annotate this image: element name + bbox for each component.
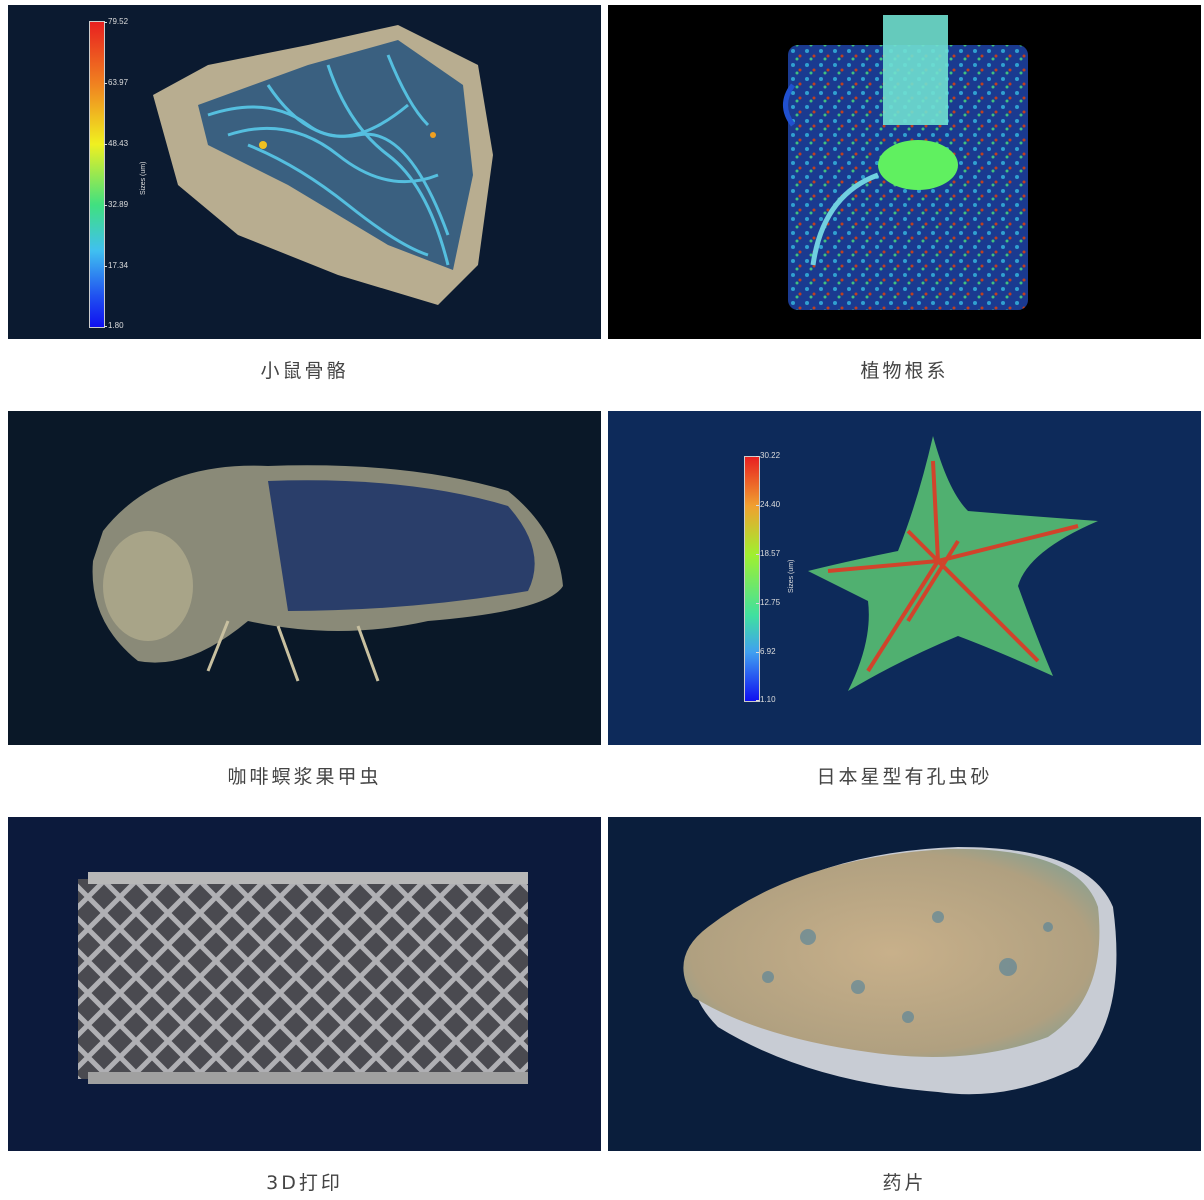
colorbar-tick: 79.52 xyxy=(103,17,129,26)
colorbar-tick: 17.34 xyxy=(103,261,129,270)
caption-star-foraminifera: 日本星型有孔虫砂 xyxy=(816,766,993,788)
caption-coffee-berry-beetle: 咖啡螟浆果甲虫 xyxy=(227,766,382,788)
caption-plant-roots: 植物根系 xyxy=(860,360,949,382)
roots-render xyxy=(783,15,1028,310)
image-star-foraminifera: 30.22 24.40 18.57 12.75 6.92 1.10 Sizes … xyxy=(608,411,1201,745)
colorbar-tick: 18.57 xyxy=(755,549,781,558)
colorbar-tick: 1.80 xyxy=(104,321,124,330)
image-3d-print xyxy=(8,817,601,1151)
caption-3d-print: 3D打印 xyxy=(266,1172,343,1194)
image-plant-roots xyxy=(608,5,1201,339)
colorbar-tick: 12.75 xyxy=(755,598,781,607)
foraminifera-render xyxy=(808,436,1098,691)
colorbar-tick: 30.22 xyxy=(755,451,781,460)
image-mouse-bone: 79.52 63.97 48.43 32.89 17.34 1.80 Sizes… xyxy=(8,5,601,339)
colorbar-tick: 32.89 xyxy=(103,200,129,209)
caption-tablet: 药片 xyxy=(882,1172,927,1194)
caption-mouse-bone: 小鼠骨骼 xyxy=(260,360,349,382)
tablet-render xyxy=(683,847,1117,1095)
image-tablet xyxy=(608,817,1201,1151)
colorbar xyxy=(744,456,760,702)
colorbar-tick: 24.40 xyxy=(755,500,781,509)
beetle-render xyxy=(92,465,563,682)
colorbar-tick: 6.92 xyxy=(756,647,776,656)
image-coffee-berry-beetle xyxy=(8,411,601,745)
lattice-render xyxy=(78,872,528,1084)
colorbar-tick: 48.43 xyxy=(103,139,129,148)
bone-render xyxy=(153,25,493,305)
colorbar xyxy=(89,21,105,328)
colorbar-tick: 1.10 xyxy=(756,695,776,704)
colorbar-tick: 63.97 xyxy=(103,78,129,87)
